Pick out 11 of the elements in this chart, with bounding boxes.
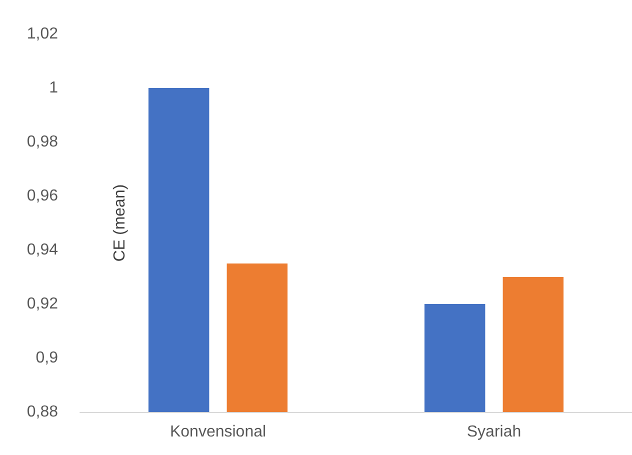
y-tick-label: 0,92 bbox=[26, 296, 58, 312]
y-tick-label: 1,02 bbox=[26, 26, 58, 42]
y-tick-label: 0,96 bbox=[26, 188, 58, 204]
y-tick-label: 1 bbox=[49, 80, 58, 96]
y-tick-label: 0,98 bbox=[26, 134, 58, 150]
y-tick-label: 0,88 bbox=[26, 404, 58, 420]
y-tick-label: 0,94 bbox=[26, 242, 58, 258]
y-axis-title: CE (mean) bbox=[112, 184, 128, 262]
x-tick-label: Syariah bbox=[466, 424, 522, 440]
x-tick-label: Konvensional bbox=[170, 424, 266, 440]
y-tick-label: 0,9 bbox=[36, 350, 58, 366]
